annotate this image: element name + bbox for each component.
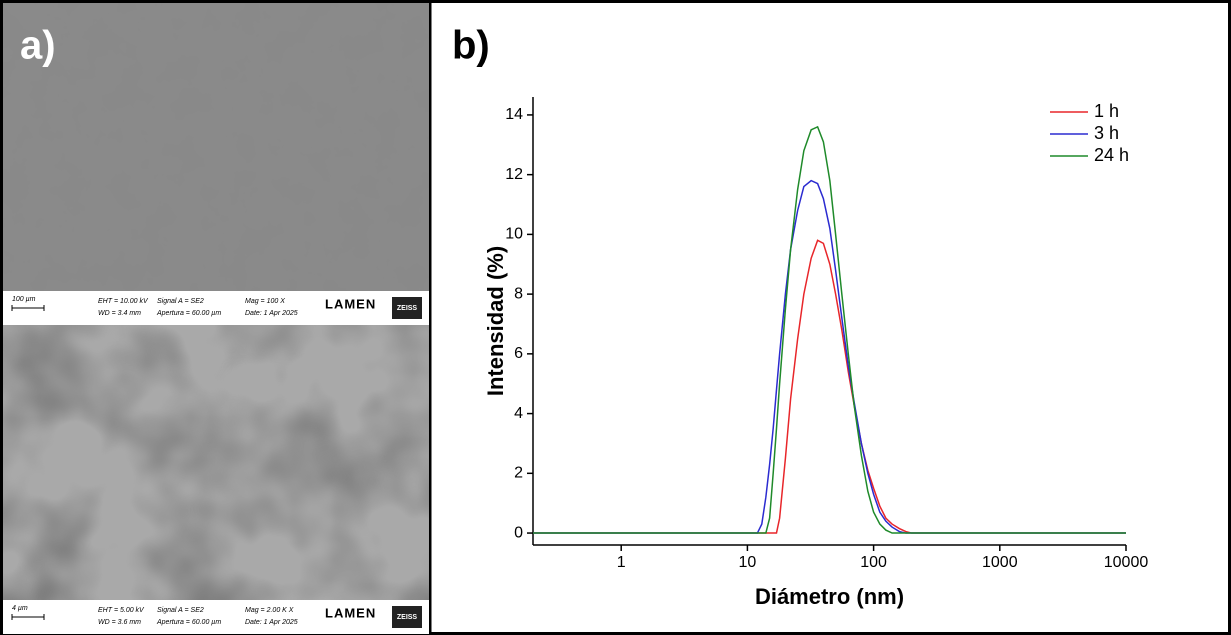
y-tick-label: 0 — [514, 524, 523, 541]
signal: Signal A = SE2 — [157, 607, 204, 614]
eht: EHT = 5.00 kV — [98, 607, 145, 614]
apertura: Apertura = 60.00 µm — [156, 619, 221, 626]
panel-label: a) — [20, 24, 56, 68]
logo: LAMEN — [325, 296, 376, 311]
legend-label: 24 h — [1094, 145, 1129, 165]
y-tick-label: 6 — [514, 345, 523, 362]
y-tick-label: 8 — [514, 285, 523, 302]
eht: EHT = 10.00 kV — [98, 298, 149, 305]
y-tick-label: 14 — [505, 106, 523, 123]
date: Date: 1 Apr 2025 — [245, 310, 298, 317]
x-tick-label: 100 — [860, 554, 887, 571]
wd: WD = 3.4 mm — [98, 310, 141, 317]
info-bar — [3, 291, 429, 325]
sem-texture — [3, 325, 429, 600]
series-line — [533, 125, 1126, 534]
x-tick-label: 1 — [617, 554, 626, 571]
series-line — [533, 239, 1126, 534]
mag: Mag = 2.00 K X — [245, 607, 294, 614]
info-bar — [3, 600, 429, 634]
brand-box — [392, 606, 422, 628]
x-axis-label: Diámetro (nm) — [755, 584, 904, 609]
series-line — [533, 179, 1126, 534]
y-tick-label: 12 — [505, 166, 523, 183]
x-tick-label: 1000 — [982, 554, 1018, 571]
panel-label: b) — [452, 24, 490, 68]
mag: Mag = 100 X — [245, 298, 285, 305]
brand: ZEISS — [397, 305, 418, 312]
legend-label: 1 h — [1094, 101, 1119, 121]
y-tick-label: 10 — [505, 226, 523, 243]
legend-label: 3 h — [1094, 123, 1119, 143]
sem-texture — [3, 3, 429, 291]
x-tick-label: 10000 — [1104, 554, 1149, 571]
scale-label: 4 µm — [12, 605, 28, 612]
sem-panel: 100 µm EHT = 10.00 kV WD = 3.4 mm Signal A … — [3, 3, 429, 634]
apertura: Apertura = 60.00 µm — [156, 310, 221, 317]
wd: WD = 3.6 mm — [98, 619, 141, 626]
chart: 0 2 4 6 8 10 12 14 1 10 100 1000 10000 Diámetro (nm) I… — [483, 97, 1149, 609]
scale-label: 100 µm — [12, 296, 36, 303]
y-tick-label: 2 — [514, 465, 523, 482]
y-tick-label: 4 — [514, 405, 523, 422]
x-tick-label: 10 — [739, 554, 757, 571]
date: Date: 1 Apr 2025 — [245, 619, 298, 626]
signal: Signal A = SE2 — [157, 298, 204, 305]
logo: LAMEN — [325, 605, 376, 620]
brand: ZEISS — [397, 614, 418, 621]
brand-box — [392, 297, 422, 319]
y-axis-label: Intensidad (%) — [483, 246, 508, 396]
